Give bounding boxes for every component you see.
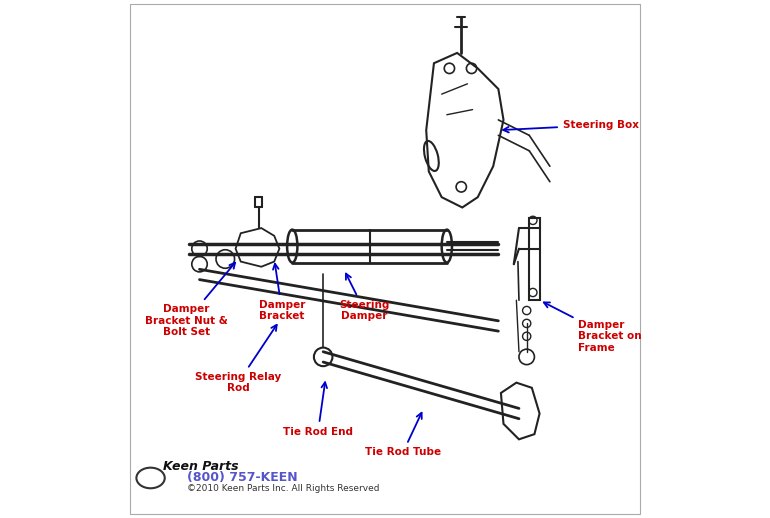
Text: Steering Relay
Rod: Steering Relay Rod <box>195 325 281 394</box>
Text: Tie Rod Tube: Tie Rod Tube <box>365 413 441 457</box>
Text: Damper
Bracket: Damper Bracket <box>259 264 305 321</box>
Text: (800) 757-KEEN: (800) 757-KEEN <box>186 470 297 483</box>
Text: Tie Rod End: Tie Rod End <box>283 382 353 437</box>
Text: Damper
Bracket Nut &
Bolt Set: Damper Bracket Nut & Bolt Set <box>146 263 235 337</box>
Text: Steering
Damper: Steering Damper <box>340 274 390 321</box>
Text: Damper
Bracket on
Frame: Damper Bracket on Frame <box>544 303 642 353</box>
Text: Steering Box: Steering Box <box>503 120 639 133</box>
Text: ©2010 Keen Parts Inc. All Rights Reserved: ©2010 Keen Parts Inc. All Rights Reserve… <box>186 484 379 493</box>
Text: Keen Parts: Keen Parts <box>163 460 239 473</box>
